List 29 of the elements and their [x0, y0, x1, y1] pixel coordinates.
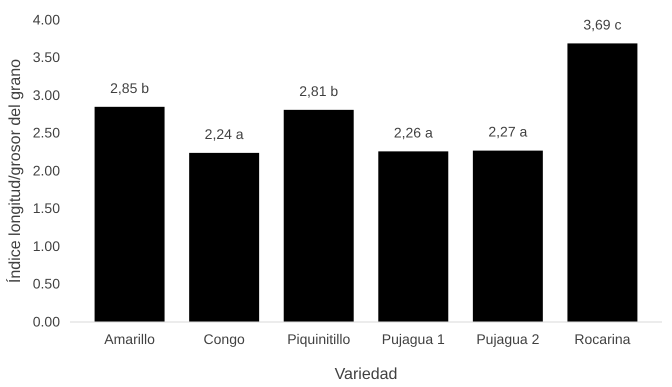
x-tick-label: Piquinitillo: [287, 330, 350, 347]
data-label: 2,85 b: [110, 80, 150, 96]
bar: [94, 106, 165, 322]
y-tick-label: 4.00: [32, 11, 60, 28]
data-label: 3,69 c: [583, 16, 622, 32]
y-axis-title: Índice longitud/grosor del grano: [6, 58, 24, 284]
data-label: 2,26 a: [394, 124, 433, 140]
data-label: 2,81 b: [299, 82, 338, 99]
y-tick-label: 1.50: [32, 200, 60, 216]
y-tick-label: 2.00: [32, 162, 60, 178]
y-tick-label: 2.50: [32, 124, 60, 141]
y-tick-label: 3.50: [32, 49, 60, 66]
x-tick-label: Pujagua 2: [476, 330, 540, 347]
bar: [378, 151, 448, 322]
y-tick-label: 3.00: [32, 86, 60, 103]
x-tick-label: Rocarina: [574, 330, 631, 347]
bar: [567, 43, 638, 322]
x-tick-label: Amarillo: [104, 330, 156, 347]
x-tick-label: Pujagua 1: [382, 330, 446, 347]
x-tick-label: Congo: [204, 330, 245, 347]
bar: [189, 152, 260, 322]
data-label: 2,24 a: [204, 126, 244, 142]
y-tick-label: 0.00: [32, 313, 60, 330]
data-label: 2,27 a: [488, 124, 528, 140]
y-tick-label: 0.50: [32, 276, 60, 292]
bar: [472, 150, 543, 322]
bar: [284, 110, 354, 322]
y-tick-label: 1.00: [32, 238, 60, 254]
x-axis-title: Variedad: [334, 366, 398, 383]
